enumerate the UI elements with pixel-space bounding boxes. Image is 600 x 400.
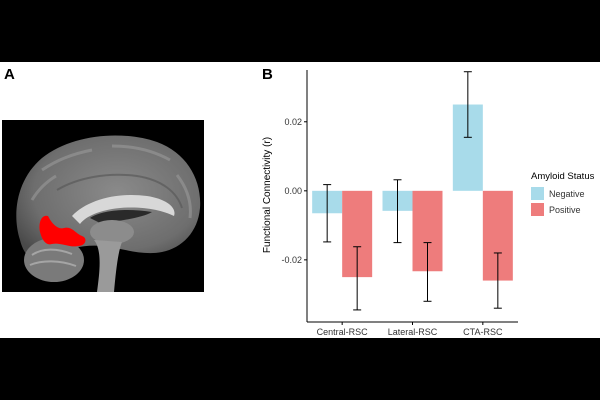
bars — [312, 104, 513, 281]
x-ticks: Central-RSC Lateral-RSC CTA-RSC — [317, 322, 503, 337]
bar-chart: -0.02 0.00 0.02 Central-RSC Lateral-RSC CTA-… — [262, 70, 595, 337]
x-tick-label: Lateral-RSC — [388, 327, 438, 337]
brain-sagittal-illustration — [16, 135, 201, 292]
panel-label-b: B — [262, 66, 273, 83]
legend-swatch-negative — [531, 187, 544, 200]
brain-mri-image — [2, 120, 204, 292]
highlighted-region — [39, 215, 86, 247]
y-axis-label: Functional Connectivity (r) — [262, 137, 273, 253]
panel-label-a: A — [4, 66, 15, 83]
x-tick-label: CTA-RSC — [463, 327, 503, 337]
y-tick-label: 0.00 — [284, 186, 302, 196]
legend-swatch-positive — [531, 203, 544, 216]
error-bars — [323, 71, 502, 311]
figure-panel: A B — [0, 62, 600, 338]
legend-label-negative: Negative — [549, 189, 585, 199]
y-ticks: -0.02 0.00 0.02 — [281, 117, 307, 265]
legend-title: Amyloid Status — [531, 171, 595, 182]
legend-label-positive: Positive — [549, 205, 581, 215]
legend: Amyloid Status Negative Positive — [531, 171, 595, 216]
x-tick-label: Central-RSC — [317, 327, 369, 337]
y-tick-label: -0.02 — [281, 255, 302, 265]
y-tick-label: 0.02 — [284, 117, 302, 127]
